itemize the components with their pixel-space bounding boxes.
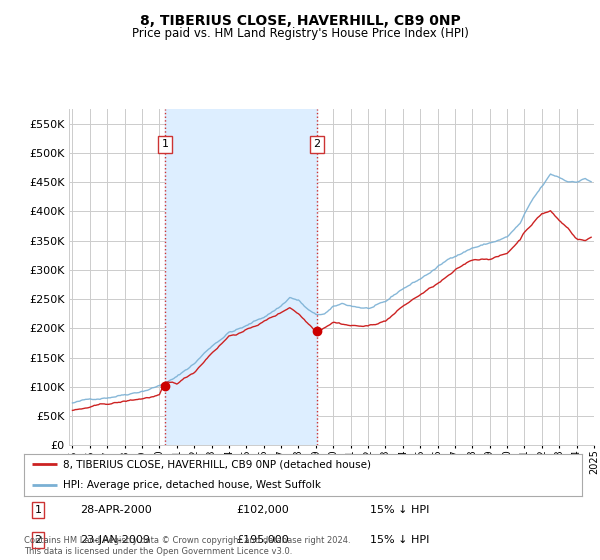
Text: 8, TIBERIUS CLOSE, HAVERHILL, CB9 0NP (detached house): 8, TIBERIUS CLOSE, HAVERHILL, CB9 0NP (d… <box>63 459 371 469</box>
Text: Price paid vs. HM Land Registry's House Price Index (HPI): Price paid vs. HM Land Registry's House … <box>131 27 469 40</box>
Bar <box>165 109 317 445</box>
Text: Contains HM Land Registry data © Crown copyright and database right 2024.
This d: Contains HM Land Registry data © Crown c… <box>24 536 350 556</box>
Text: 2: 2 <box>314 139 320 150</box>
Text: 23-JAN-2009: 23-JAN-2009 <box>80 535 150 545</box>
Text: £195,000: £195,000 <box>236 535 289 545</box>
Text: HPI: Average price, detached house, West Suffolk: HPI: Average price, detached house, West… <box>63 480 321 490</box>
Text: £102,000: £102,000 <box>236 505 289 515</box>
Text: 28-APR-2000: 28-APR-2000 <box>80 505 152 515</box>
Text: 2: 2 <box>34 535 41 545</box>
Text: 8, TIBERIUS CLOSE, HAVERHILL, CB9 0NP: 8, TIBERIUS CLOSE, HAVERHILL, CB9 0NP <box>140 14 460 28</box>
Text: 1: 1 <box>34 505 41 515</box>
Text: 15% ↓ HPI: 15% ↓ HPI <box>370 535 430 545</box>
Text: 1: 1 <box>161 139 169 150</box>
Text: 15% ↓ HPI: 15% ↓ HPI <box>370 505 430 515</box>
